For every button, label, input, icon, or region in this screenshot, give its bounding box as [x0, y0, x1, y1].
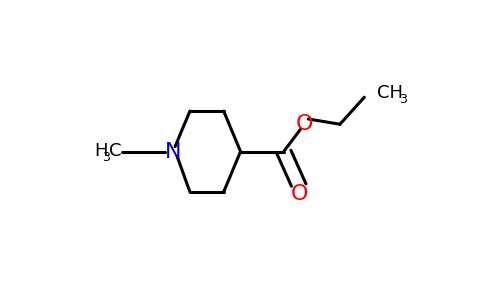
Text: O: O — [291, 184, 309, 204]
Text: C: C — [108, 142, 121, 160]
Text: CH: CH — [378, 84, 404, 102]
Text: O: O — [296, 114, 313, 134]
Text: 3: 3 — [103, 152, 110, 164]
Text: N: N — [165, 142, 182, 161]
Text: H: H — [94, 142, 108, 160]
Text: 3: 3 — [399, 93, 407, 106]
